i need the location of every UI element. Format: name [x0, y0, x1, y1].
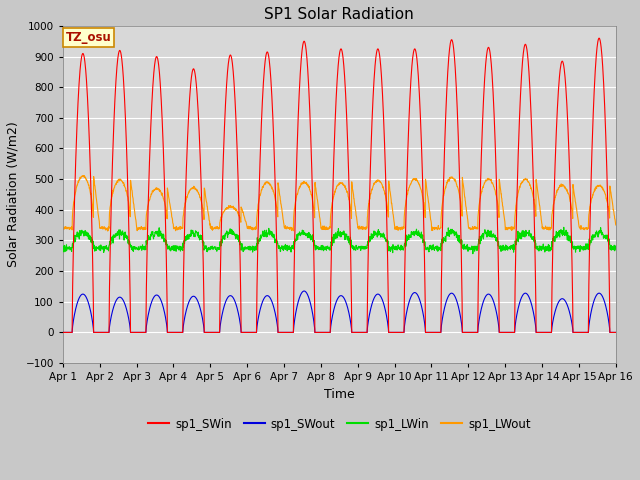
sp1_LWin: [579, 246, 586, 252]
sp1_SWout: [213, 330, 221, 336]
sp1_SWout: [300, 288, 308, 294]
Title: SP1 Solar Radiation: SP1 Solar Radiation: [264, 7, 414, 22]
sp1_LWout: [356, 223, 364, 229]
sp1_SWin: [59, 330, 67, 336]
sp1_SWout: [500, 330, 508, 336]
sp1_LWout: [612, 222, 620, 228]
sp1_SWin: [579, 330, 586, 336]
sp1_LWin: [355, 244, 363, 250]
sp1_SWin: [213, 330, 221, 336]
sp1_LWin: [612, 246, 620, 252]
sp1_LWin: [563, 237, 571, 243]
sp1_SWout: [367, 303, 375, 309]
sp1_SWin: [500, 330, 508, 336]
Line: sp1_SWin: sp1_SWin: [63, 38, 616, 333]
sp1_SWout: [579, 330, 586, 336]
sp1_SWin: [612, 330, 620, 336]
Line: sp1_LWout: sp1_LWout: [63, 176, 616, 231]
sp1_LWin: [560, 225, 568, 230]
sp1_SWin: [563, 101, 571, 107]
Legend: sp1_SWin, sp1_SWout, sp1_LWin, sp1_LWout: sp1_SWin, sp1_SWout, sp1_LWin, sp1_LWout: [143, 413, 535, 435]
sp1_LWout: [104, 228, 111, 234]
sp1_LWout: [214, 225, 221, 231]
Text: TZ_osu: TZ_osu: [66, 31, 111, 44]
sp1_LWin: [213, 247, 221, 252]
sp1_SWin: [355, 330, 363, 336]
Line: sp1_LWin: sp1_LWin: [63, 228, 616, 254]
Y-axis label: Solar Radiation (W/m2): Solar Radiation (W/m2): [7, 121, 20, 267]
sp1_SWin: [595, 35, 603, 41]
sp1_LWout: [579, 225, 586, 231]
sp1_LWin: [469, 251, 477, 257]
sp1_SWout: [563, 302, 571, 308]
sp1_LWout: [368, 186, 376, 192]
sp1_SWin: [367, 140, 375, 145]
sp1_SWout: [59, 330, 67, 336]
sp1_SWout: [612, 330, 620, 336]
sp1_LWout: [500, 216, 508, 222]
sp1_LWin: [367, 231, 375, 237]
sp1_LWin: [59, 244, 67, 250]
sp1_SWout: [356, 330, 364, 336]
sp1_LWout: [563, 188, 571, 194]
sp1_LWout: [79, 173, 86, 179]
sp1_LWin: [500, 246, 508, 252]
sp1_LWout: [59, 227, 67, 232]
Line: sp1_SWout: sp1_SWout: [63, 291, 616, 333]
X-axis label: Time: Time: [324, 388, 355, 401]
